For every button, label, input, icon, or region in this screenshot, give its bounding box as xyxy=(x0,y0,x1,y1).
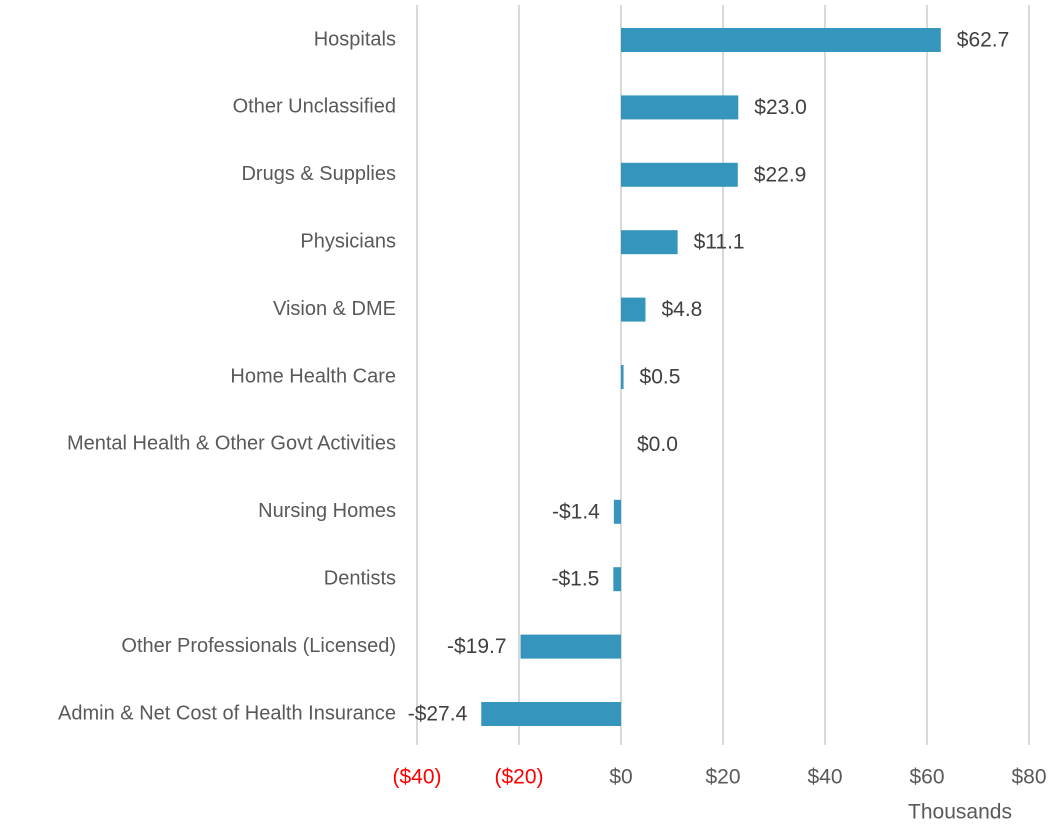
category-label: Nursing Homes xyxy=(258,500,396,522)
category-label: Mental Health & Other Govt Activities xyxy=(67,433,396,455)
bar xyxy=(613,567,621,592)
x-tick-label: $80 xyxy=(1011,766,1046,789)
x-tick-label: $0 xyxy=(609,766,632,789)
value-label: -$1.5 xyxy=(551,568,599,591)
category-label: Vision & DME xyxy=(273,298,396,320)
category-label: Dentists xyxy=(324,567,396,589)
value-label: $4.8 xyxy=(661,298,702,321)
value-label: $23.0 xyxy=(754,96,807,119)
category-label: Other Unclassified xyxy=(233,96,396,118)
x-axis-label: Thousands xyxy=(908,801,1012,824)
value-label: $0.0 xyxy=(637,433,678,456)
category-label: Admin & Net Cost of Health Insurance xyxy=(58,702,396,724)
x-tick-label: $20 xyxy=(705,766,740,789)
category-label: Physicians xyxy=(300,230,396,252)
value-label: -$1.4 xyxy=(552,500,600,523)
value-label: -$19.7 xyxy=(447,635,507,658)
value-label: $62.7 xyxy=(957,29,1010,52)
bar xyxy=(621,28,941,52)
bar xyxy=(621,297,646,322)
value-label: $22.9 xyxy=(754,163,807,186)
value-label: $11.1 xyxy=(694,231,745,254)
category-label: Hospitals xyxy=(314,28,396,50)
bar xyxy=(613,499,621,524)
value-label: -$27.4 xyxy=(408,703,468,726)
category-label: Home Health Care xyxy=(230,365,396,387)
x-tick-label: ($20) xyxy=(494,766,543,789)
bar xyxy=(481,702,621,726)
x-tick-label: $40 xyxy=(807,766,842,789)
x-tick-label: $60 xyxy=(909,766,944,789)
bar xyxy=(621,95,739,120)
category-label: Other Professionals (Licensed) xyxy=(121,635,396,657)
x-tick-label: ($40) xyxy=(392,766,441,789)
category-label: Drugs & Supplies xyxy=(241,163,396,185)
value-label: $0.5 xyxy=(640,366,681,389)
bar xyxy=(621,230,678,255)
bar xyxy=(621,162,738,187)
bar xyxy=(621,365,624,389)
bar xyxy=(520,634,621,659)
